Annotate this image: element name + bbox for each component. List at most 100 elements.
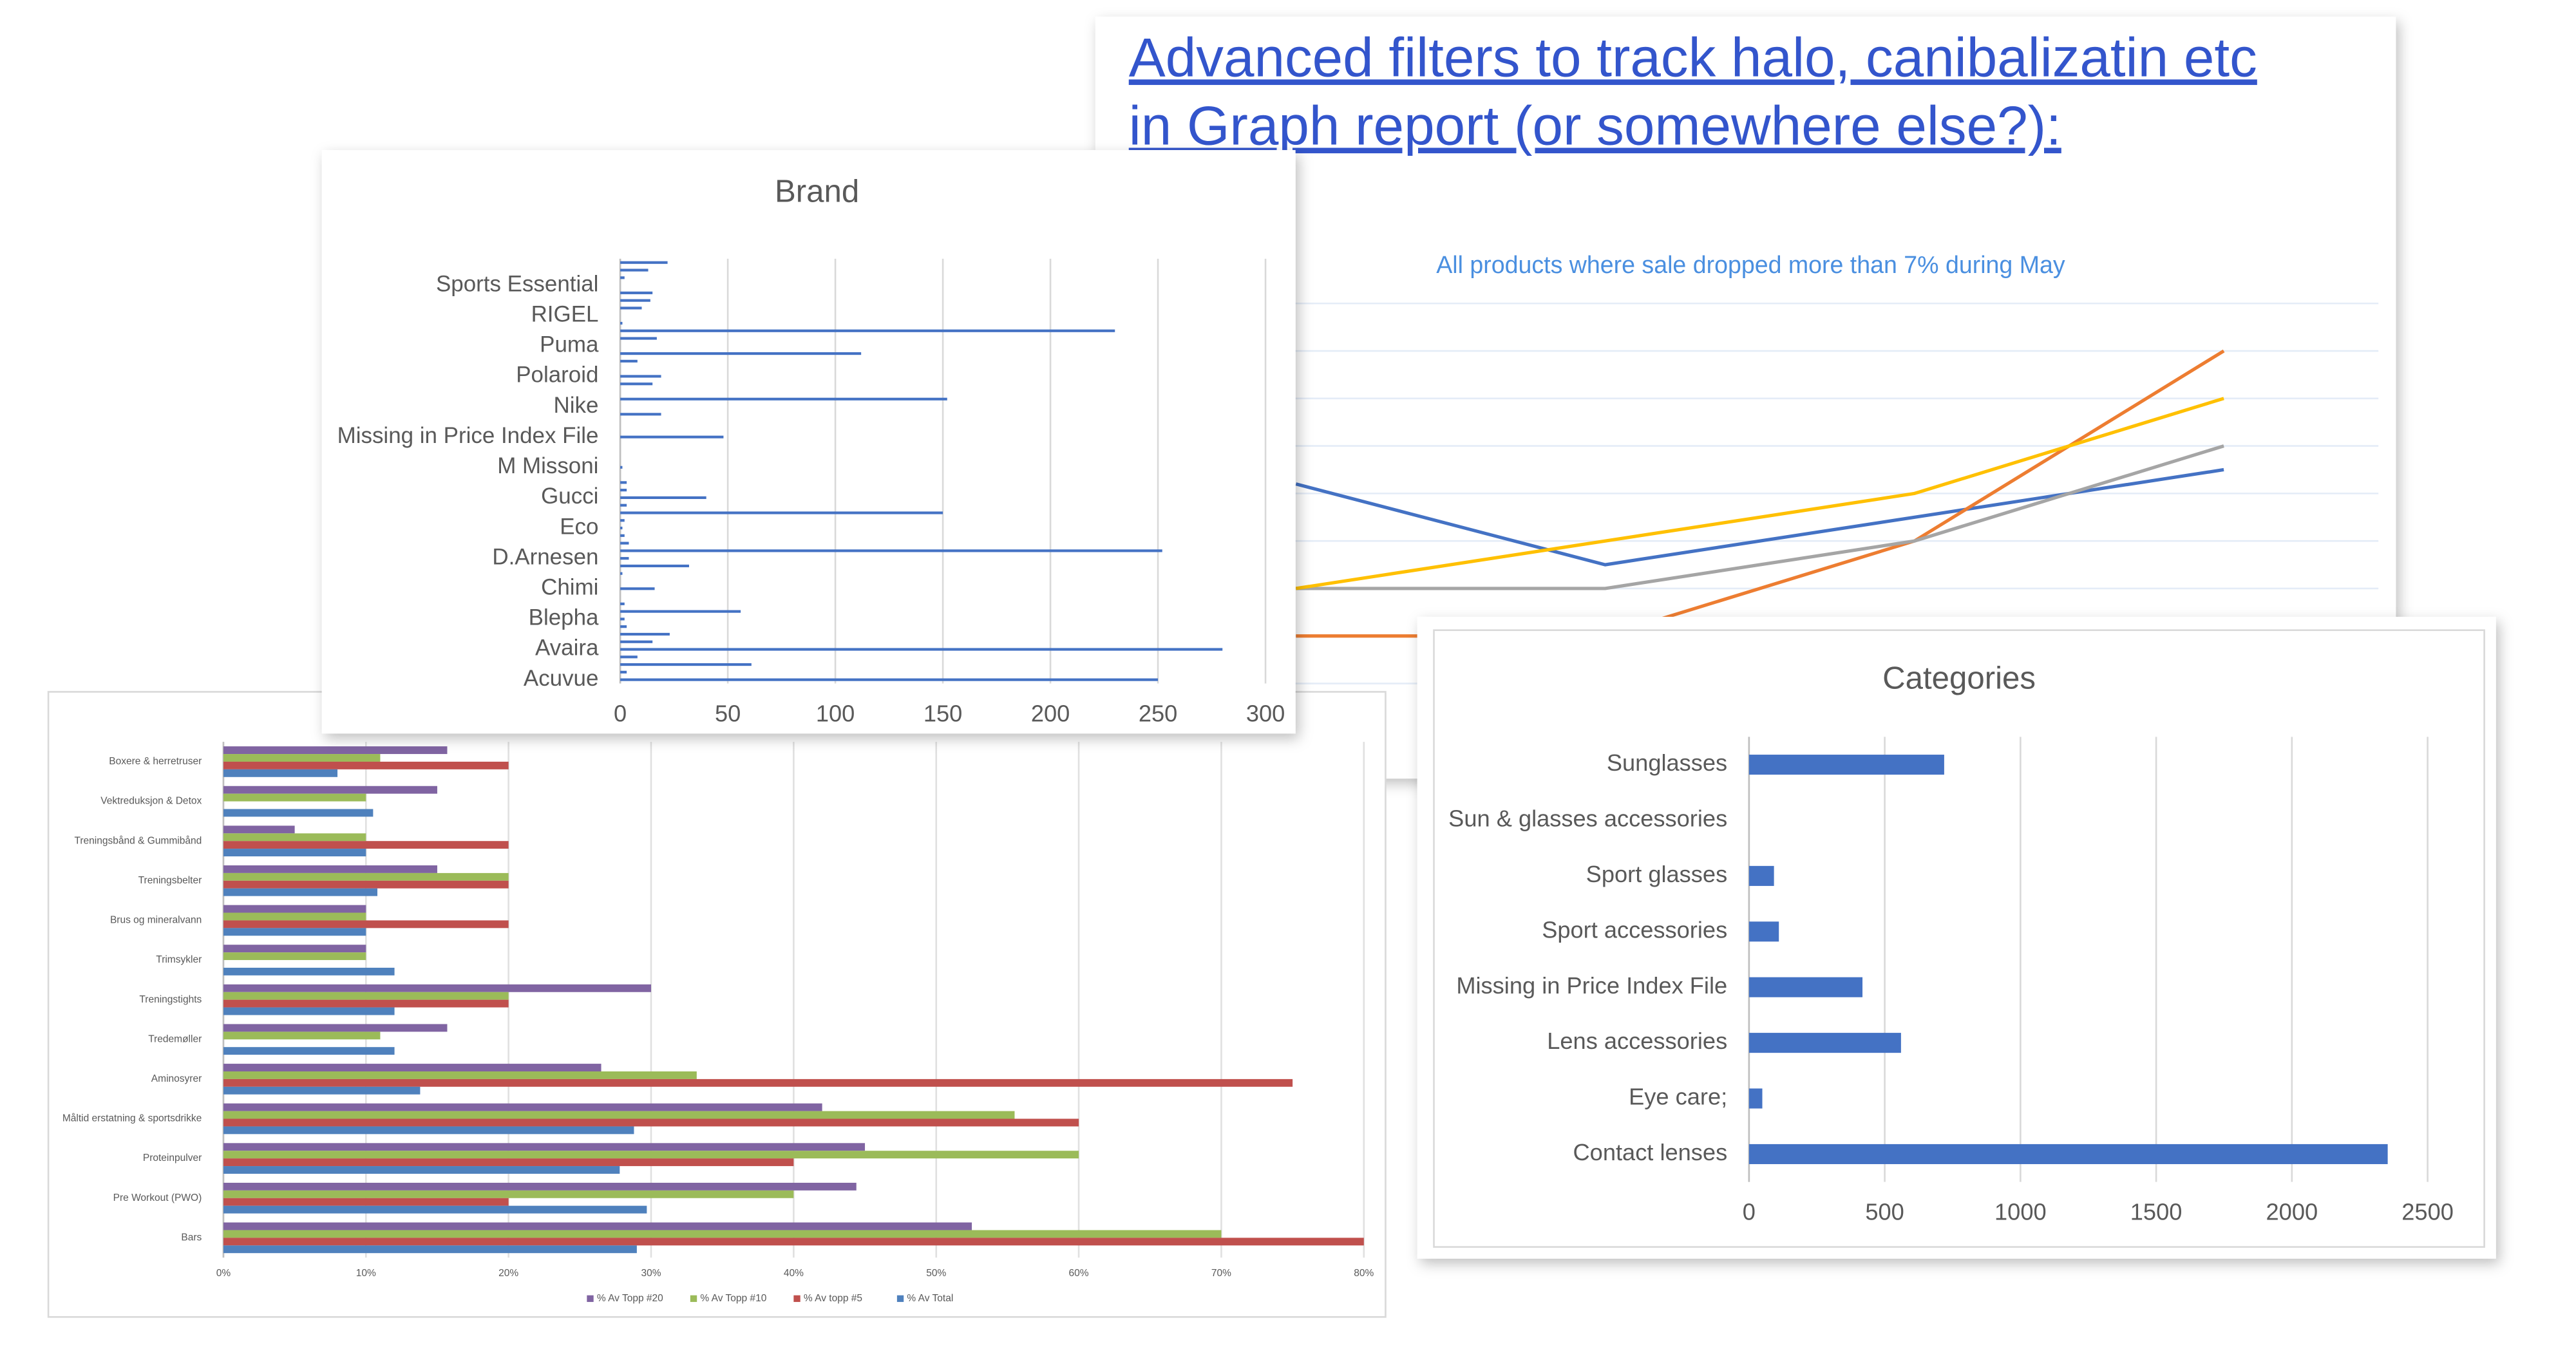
bar (1748, 1144, 2388, 1164)
bar (223, 849, 366, 857)
bar (620, 610, 741, 613)
chart-panel: 0% 10% 20% 30% 40% 50% 60% 70% 80% Bars Pre Workou… (47, 691, 1387, 1318)
y-tick-label: Acuvue (524, 666, 599, 691)
bar (223, 1086, 421, 1095)
bar (223, 1205, 647, 1214)
bar (223, 999, 509, 1008)
bar (223, 865, 437, 873)
x-tick-label: 150 (923, 700, 962, 726)
x-tick-label: 0 (614, 700, 627, 726)
bar (223, 1143, 866, 1151)
bar (620, 587, 655, 590)
bar (620, 481, 627, 484)
bar (223, 945, 366, 953)
slide-title: in Graph report (or somewhere else?): (1129, 96, 2061, 157)
bar (620, 291, 653, 294)
x-tick-label: 0 (1743, 1198, 1756, 1225)
x-tick-label: 200 (1031, 700, 1070, 726)
y-tick-label: Måltid erstatning & sportsdrikke (62, 1113, 202, 1124)
legend-label: % Av Topp #10 (700, 1293, 766, 1304)
legend-label: % Av Topp #20 (597, 1293, 663, 1304)
bar (223, 872, 509, 881)
bar (620, 542, 629, 545)
y-tick-label: Sport accessories (1542, 916, 1727, 943)
bar (620, 321, 623, 325)
bar (223, 1031, 381, 1040)
bar (1748, 755, 1944, 775)
bar (223, 984, 652, 992)
y-tick-label: Brus og mineralvann (110, 915, 202, 926)
slide-title: Advanced filters to track halo, canibali… (1129, 27, 2257, 88)
bar (620, 329, 1115, 332)
bar (620, 625, 627, 628)
y-tick-label: Sport glasses (1586, 861, 1728, 887)
x-tick-label: 20% (498, 1268, 518, 1279)
bar (223, 1166, 620, 1174)
y-tick-label: Chimi (541, 575, 598, 600)
bar (620, 489, 627, 492)
line-series (1295, 397, 2224, 590)
bar (223, 992, 509, 1000)
y-tick-label: D.Arnesen (492, 544, 598, 569)
bar (223, 1064, 601, 1071)
bar (223, 1007, 395, 1015)
bar (620, 549, 1162, 552)
bar (620, 359, 638, 363)
bar (223, 952, 366, 961)
y-tick-label: Missing in Price Index File (337, 423, 599, 448)
bar (620, 261, 668, 264)
chart-panel: Brand 0 50 100 150 200 250 300 Acuvue Avaira Blep… (321, 150, 1296, 734)
bar (223, 793, 366, 802)
bar (223, 1222, 972, 1230)
bar (1748, 921, 1779, 942)
y-tick-label: Blepha (529, 605, 599, 630)
y-tick-label: Sun & glasses accessories (1448, 805, 1727, 832)
y-tick-label: RIGEL (531, 301, 599, 326)
bar (1748, 1033, 1901, 1053)
bar (620, 352, 862, 355)
bar (620, 617, 625, 621)
bar (223, 754, 381, 762)
x-tick-label: 80% (1354, 1268, 1374, 1279)
y-tick-label: Proteinpulver (143, 1153, 202, 1163)
x-tick-label: 300 (1246, 700, 1285, 726)
bar (1748, 1088, 1763, 1109)
bar (223, 1190, 794, 1198)
bar (223, 1126, 634, 1135)
x-tick-label: 100 (816, 700, 855, 726)
y-tick-label: Lens accessories (1547, 1028, 1727, 1054)
x-tick-label: 50% (926, 1268, 946, 1279)
bar (223, 809, 374, 817)
bar (620, 337, 657, 340)
bar (223, 1071, 697, 1079)
bar (620, 519, 625, 522)
bar (620, 466, 623, 469)
bar (620, 299, 650, 302)
bar (620, 572, 623, 575)
bar (223, 1182, 857, 1191)
x-tick-label: 2500 (2401, 1198, 2454, 1225)
y-tick-label: Treningsbelter (138, 875, 202, 886)
bar (223, 888, 377, 896)
bar (223, 1230, 1222, 1238)
y-tick-label: Tredemøller (148, 1033, 202, 1044)
bar (620, 640, 653, 643)
y-tick-label: Vektreduksjon & Detox (100, 796, 202, 807)
bar (223, 1151, 1079, 1159)
bar (620, 276, 625, 279)
bar (1748, 977, 1863, 997)
bar (620, 382, 653, 386)
line-series (1296, 444, 2224, 590)
bar (223, 912, 366, 921)
x-tick-label: 40% (784, 1268, 804, 1279)
panel (321, 150, 1296, 734)
bar (620, 496, 706, 499)
x-tick-label: 0% (216, 1268, 231, 1279)
y-tick-label: Treningstights (139, 994, 202, 1005)
y-tick-label: Nike (554, 393, 599, 418)
bar (620, 557, 629, 560)
bar (620, 564, 689, 568)
y-tick-label: Polaroid (516, 363, 598, 388)
panel-border (1433, 629, 2485, 1248)
bar (620, 397, 947, 400)
